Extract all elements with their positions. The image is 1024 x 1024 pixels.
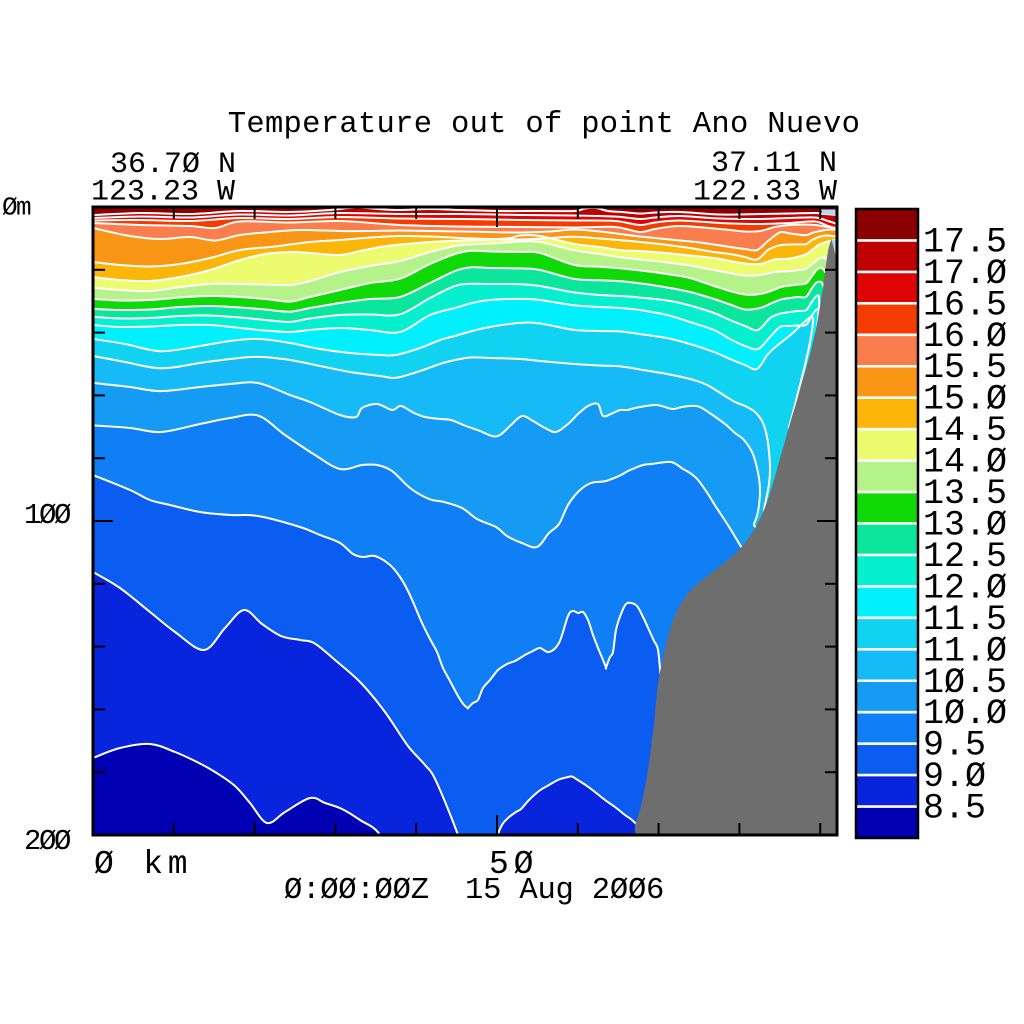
svg-text:Ø km: Ø km (94, 846, 192, 883)
svg-text:15.5: 15.5 (923, 348, 1007, 388)
svg-text:13.Ø: 13.Ø (923, 506, 1007, 546)
svg-text:16.Ø: 16.Ø (923, 317, 1007, 357)
svg-text:14.Ø: 14.Ø (923, 443, 1007, 483)
svg-text:13.5: 13.5 (923, 474, 1007, 514)
svg-text:122.33 W: 122.33 W (693, 176, 837, 210)
svg-text:15.Ø: 15.Ø (923, 380, 1007, 420)
svg-text:14.5: 14.5 (923, 411, 1007, 451)
svg-text:16.5: 16.5 (923, 285, 1007, 325)
svg-text:17.5: 17.5 (923, 222, 1007, 262)
svg-text:9.5: 9.5 (923, 726, 986, 766)
svg-text:123.23 W: 123.23 W (91, 176, 235, 210)
svg-text:36.7Ø N: 36.7Ø N (110, 148, 236, 182)
svg-text:11.5: 11.5 (923, 600, 1007, 640)
svg-text:17.Ø: 17.Ø (923, 254, 1007, 294)
svg-text:37.11 N: 37.11 N (711, 147, 837, 181)
svg-text:1ØØ: 1ØØ (24, 499, 71, 532)
svg-text:Temperature out of point Ano N: Temperature out of point Ano Nuevo (228, 108, 861, 142)
svg-text:9.Ø: 9.Ø (923, 757, 986, 797)
svg-text:5Ø: 5Ø (489, 846, 538, 883)
svg-text:Ø:ØØ:ØØZ 15 Aug 2ØØ6: Ø:ØØ:ØØZ 15 Aug 2ØØ6 (284, 874, 664, 908)
svg-text:2ØØ: 2ØØ (24, 825, 71, 858)
svg-text:12.5: 12.5 (923, 537, 1007, 577)
svg-text:12.Ø: 12.Ø (923, 568, 1007, 608)
svg-text:8.5: 8.5 (923, 789, 986, 829)
svg-text:Øm: Øm (2, 193, 31, 223)
svg-text:11.Ø: 11.Ø (923, 631, 1007, 671)
svg-text:1Ø.5: 1Ø.5 (923, 663, 1007, 703)
svg-text:1Ø.Ø: 1Ø.Ø (923, 694, 1007, 734)
